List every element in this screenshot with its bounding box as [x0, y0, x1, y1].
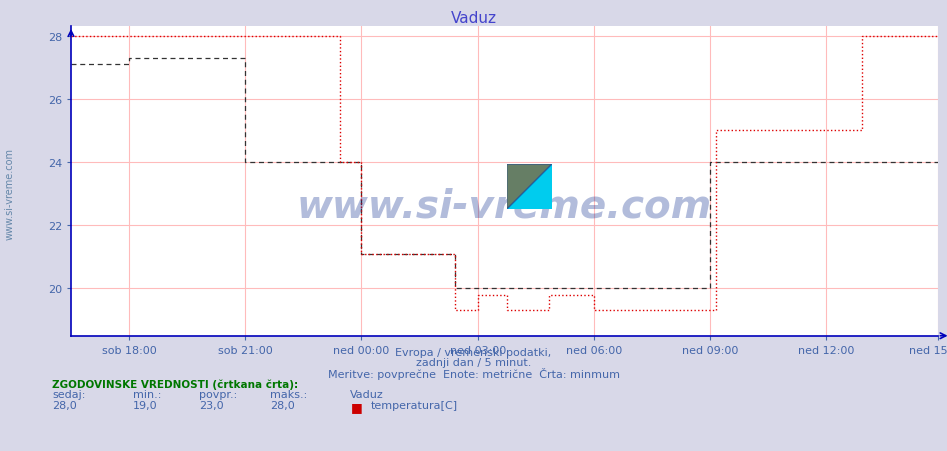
Text: povpr.:: povpr.: [199, 389, 237, 399]
Text: 23,0: 23,0 [199, 400, 223, 410]
Text: Meritve: povprečne  Enote: metrične  Črta: minmum: Meritve: povprečne Enote: metrične Črta:… [328, 367, 619, 379]
Polygon shape [507, 165, 552, 210]
Text: min.:: min.: [133, 389, 161, 399]
Text: 19,0: 19,0 [133, 400, 157, 410]
Text: Vaduz: Vaduz [451, 11, 496, 26]
Polygon shape [507, 165, 552, 210]
Text: 28,0: 28,0 [52, 400, 77, 410]
Text: www.si-vreme.com: www.si-vreme.com [5, 148, 14, 240]
Text: sedaj:: sedaj: [52, 389, 85, 399]
Text: www.si-vreme.com: www.si-vreme.com [296, 187, 712, 225]
Text: temperatura[C]: temperatura[C] [371, 400, 458, 410]
Polygon shape [507, 165, 552, 210]
Text: maks.:: maks.: [270, 389, 307, 399]
Text: ■: ■ [350, 400, 362, 414]
Text: Vaduz: Vaduz [350, 389, 384, 399]
Text: 28,0: 28,0 [270, 400, 295, 410]
Text: ZGODOVINSKE VREDNOSTI (črtkana črta):: ZGODOVINSKE VREDNOSTI (črtkana črta): [52, 379, 298, 389]
Text: Evropa / vremenski podatki,: Evropa / vremenski podatki, [396, 347, 551, 357]
Text: zadnji dan / 5 minut.: zadnji dan / 5 minut. [416, 357, 531, 367]
